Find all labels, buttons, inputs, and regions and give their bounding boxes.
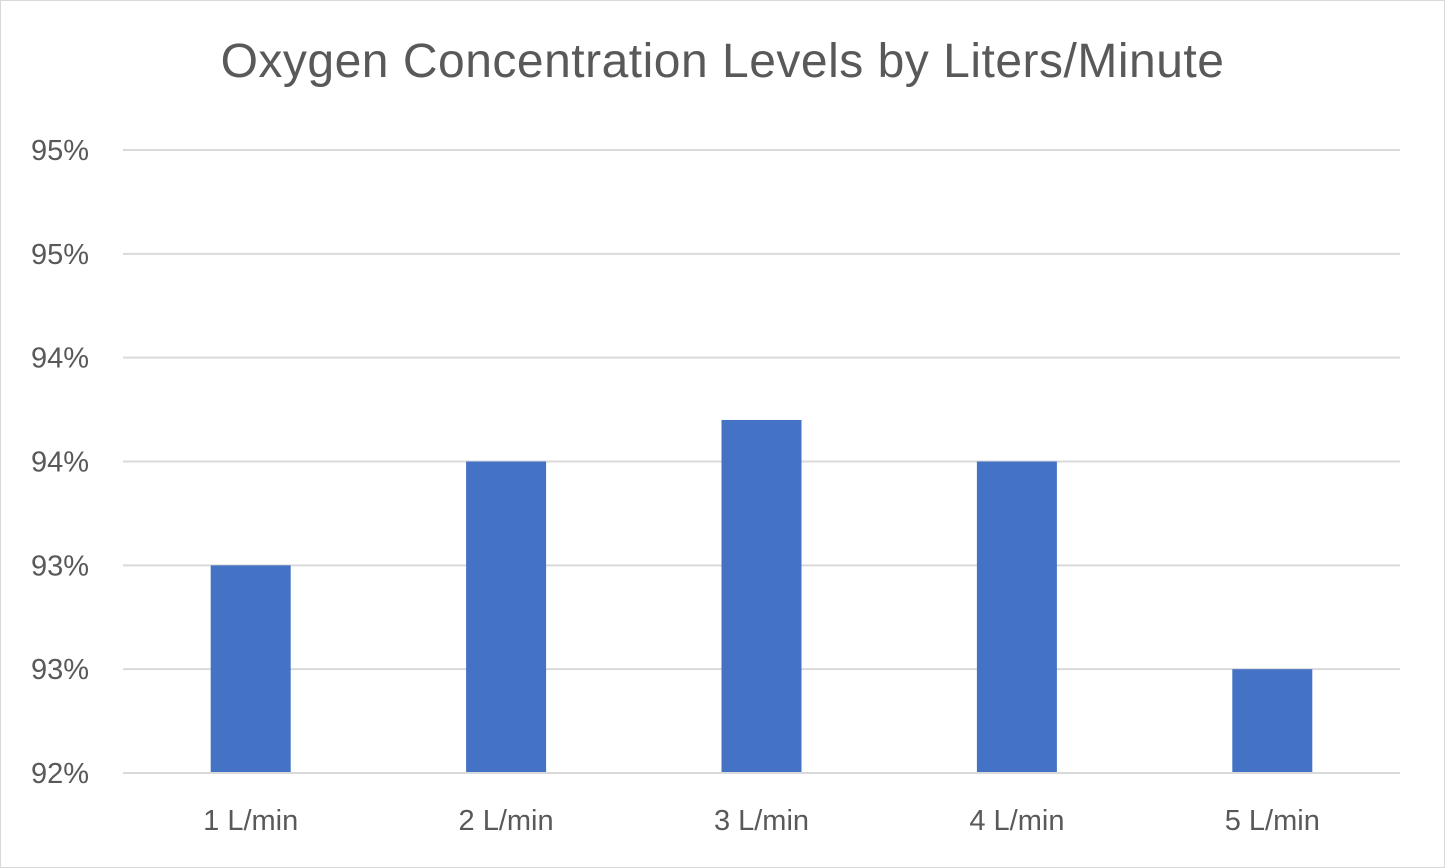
y-tick-label: 93% — [31, 550, 89, 582]
y-tick-label: 95% — [31, 239, 89, 271]
y-tick-label: 94% — [31, 447, 89, 479]
bar-5 — [1232, 669, 1313, 773]
x-tick-label: 2 L/min — [459, 805, 554, 837]
chart-title: Oxygen Concentration Levels by Liters/Mi… — [220, 35, 1225, 88]
bars — [210, 419, 1313, 773]
bar-1 — [210, 565, 291, 773]
x-tick-label: 3 L/min — [714, 805, 809, 837]
y-tick-label: 94% — [31, 343, 89, 375]
bar-2 — [466, 461, 547, 773]
y-tick-label: 93% — [31, 654, 89, 686]
x-tick-label: 5 L/min — [1225, 805, 1320, 837]
x-tick-label: 1 L/min — [203, 805, 298, 837]
bar-3 — [721, 419, 802, 773]
y-tick-label: 92% — [31, 758, 89, 790]
x-axis-ticks: 1 L/min 2 L/min 3 L/min 4 L/min 5 L/min — [203, 805, 1320, 837]
bar-4 — [976, 461, 1057, 773]
x-tick-label: 4 L/min — [969, 805, 1064, 837]
y-tick-label: 95% — [31, 135, 89, 167]
y-axis-ticks: 92% 93% 93% 94% 94% 95% 95% — [31, 135, 89, 790]
